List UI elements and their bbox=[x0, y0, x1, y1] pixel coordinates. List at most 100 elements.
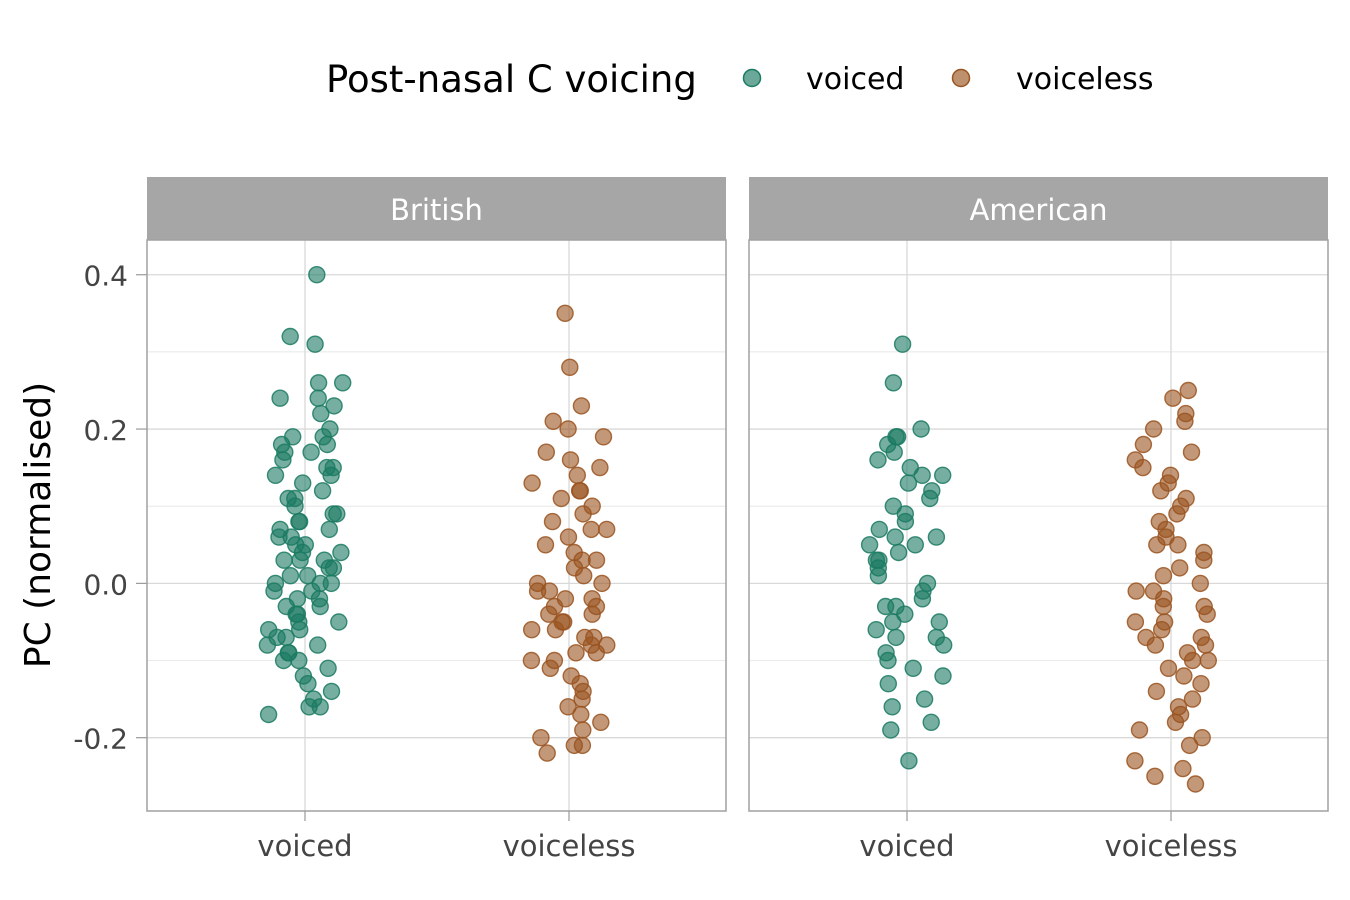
data-point-voiced bbox=[275, 551, 293, 569]
panel-british: British voiced voiceless bbox=[146, 177, 727, 863]
data-point-voiceless bbox=[543, 512, 562, 531]
data-point-voiced bbox=[319, 659, 337, 677]
data-point-voiced bbox=[313, 482, 332, 500]
data-point-voiceless bbox=[1126, 613, 1145, 631]
data-point-voiced bbox=[281, 567, 300, 585]
data-point-voiceless bbox=[561, 451, 580, 469]
data-point-voiced bbox=[913, 466, 931, 484]
data-point-voiced bbox=[876, 597, 895, 616]
data-point-voiceless bbox=[583, 605, 601, 623]
data-point-voiceless bbox=[522, 651, 541, 670]
data-point-voiceless bbox=[559, 528, 578, 546]
data-point-voiced bbox=[258, 636, 277, 654]
data-point-voiced bbox=[934, 667, 952, 685]
data-point-voiceless bbox=[1126, 752, 1144, 770]
data-point-voiceless bbox=[537, 443, 555, 461]
data-point-voiceless bbox=[556, 304, 574, 322]
data-point-voiceless bbox=[1168, 505, 1186, 523]
data-point-voiced bbox=[882, 721, 900, 739]
data-point-voiceless bbox=[1146, 636, 1165, 654]
data-point-voiceless bbox=[1169, 536, 1187, 554]
data-point-voiceless bbox=[594, 428, 613, 446]
legend-title: Post-nasal C voicing bbox=[326, 58, 697, 101]
strip-title-american: American bbox=[969, 193, 1107, 227]
data-point-voiceless bbox=[1146, 767, 1164, 785]
data-point-voiced bbox=[913, 590, 932, 608]
y-tick-label: 0.0 bbox=[83, 568, 128, 601]
data-point-voiced bbox=[291, 621, 309, 639]
data-point-voiceless bbox=[1134, 458, 1152, 477]
data-point-voiced bbox=[322, 682, 341, 701]
data-point-voiceless bbox=[571, 482, 589, 500]
grid-lines bbox=[749, 240, 1328, 811]
y-tick-labels: -0.2 0.0 0.2 0.4 bbox=[73, 260, 147, 756]
x-tick-label: voiced bbox=[257, 829, 352, 863]
data-point-voiced bbox=[291, 551, 309, 569]
data-point-voiceless bbox=[573, 736, 592, 755]
data-point-voiced bbox=[889, 543, 908, 562]
data-point-voiced bbox=[869, 567, 888, 585]
y-axis-title: PC (normalised) bbox=[18, 382, 59, 668]
data-point-voiced bbox=[867, 621, 885, 639]
data-point-voiceless bbox=[1175, 667, 1193, 685]
data-point-voiceless bbox=[1180, 736, 1199, 755]
data-point-voiced bbox=[896, 512, 915, 531]
data-point-voiceless bbox=[582, 520, 600, 539]
data-point-voiced bbox=[930, 613, 948, 631]
data-point-voiced bbox=[274, 651, 293, 670]
data-point-voiced bbox=[884, 613, 902, 631]
data-point-voiceless bbox=[561, 358, 579, 376]
data-point-voiced bbox=[915, 690, 934, 708]
data-point-voiceless bbox=[1134, 435, 1153, 454]
data-point-voiceless bbox=[587, 644, 605, 662]
data-point-voiceless bbox=[523, 621, 541, 639]
y-tick-label: 0.4 bbox=[83, 260, 128, 293]
data-point-voiceless bbox=[1152, 621, 1171, 639]
strip-american bbox=[749, 177, 1328, 240]
data-point-voiced bbox=[334, 374, 352, 392]
data-point-voiced bbox=[927, 528, 946, 546]
data-point-voiced bbox=[869, 451, 887, 469]
legend-label-voiceless: voiceless bbox=[1016, 62, 1153, 97]
data-point-voiceless bbox=[1154, 597, 1173, 616]
data-point-voiceless bbox=[532, 729, 550, 747]
data-point-voiceless bbox=[540, 605, 558, 623]
data-point-voiceless bbox=[1199, 651, 1218, 670]
data-point-voiceless bbox=[587, 551, 606, 569]
data-point-voiceless bbox=[574, 505, 592, 523]
data-point-voiceless bbox=[559, 420, 577, 438]
panel-border bbox=[146, 239, 727, 812]
data-point-voiced bbox=[309, 389, 327, 407]
data-point-voiced bbox=[893, 335, 912, 353]
data-point-voiced bbox=[300, 698, 318, 716]
data-point-voiced bbox=[281, 327, 299, 346]
data-point-voiced bbox=[870, 520, 888, 539]
strip-british bbox=[147, 177, 726, 240]
data-point-voiceless bbox=[1196, 636, 1215, 654]
data-point-voiced bbox=[290, 651, 308, 670]
data-point-voiceless bbox=[1192, 675, 1210, 693]
data-point-voiceless bbox=[567, 644, 585, 662]
data-point-voiced bbox=[294, 474, 312, 492]
data-point-voiceless bbox=[1179, 381, 1198, 400]
data-point-voiceless bbox=[591, 458, 609, 477]
y-tick-label: -0.2 bbox=[73, 723, 128, 756]
data-point-voiced bbox=[896, 605, 914, 623]
data-point-voiceless bbox=[1176, 412, 1194, 430]
data-point-voiced bbox=[308, 266, 326, 284]
data-point-voiceless bbox=[1198, 605, 1216, 623]
data-point-voiceless bbox=[1164, 389, 1182, 407]
strip-title-british: British bbox=[390, 193, 483, 227]
data-point-voiced bbox=[311, 597, 329, 616]
data-point-voiceless bbox=[575, 567, 593, 585]
data-point-voiced bbox=[935, 636, 953, 654]
data-points bbox=[860, 335, 1218, 793]
data-point-voiceless bbox=[523, 474, 541, 492]
data-point-voiced bbox=[290, 512, 309, 531]
data-point-voiced bbox=[312, 404, 330, 423]
x-tick-label: voiceless bbox=[503, 829, 636, 863]
data-point-voiceless bbox=[572, 397, 591, 415]
data-point-voiced bbox=[259, 705, 278, 724]
data-point-voiced bbox=[320, 559, 338, 577]
data-point-voiced bbox=[306, 335, 324, 353]
